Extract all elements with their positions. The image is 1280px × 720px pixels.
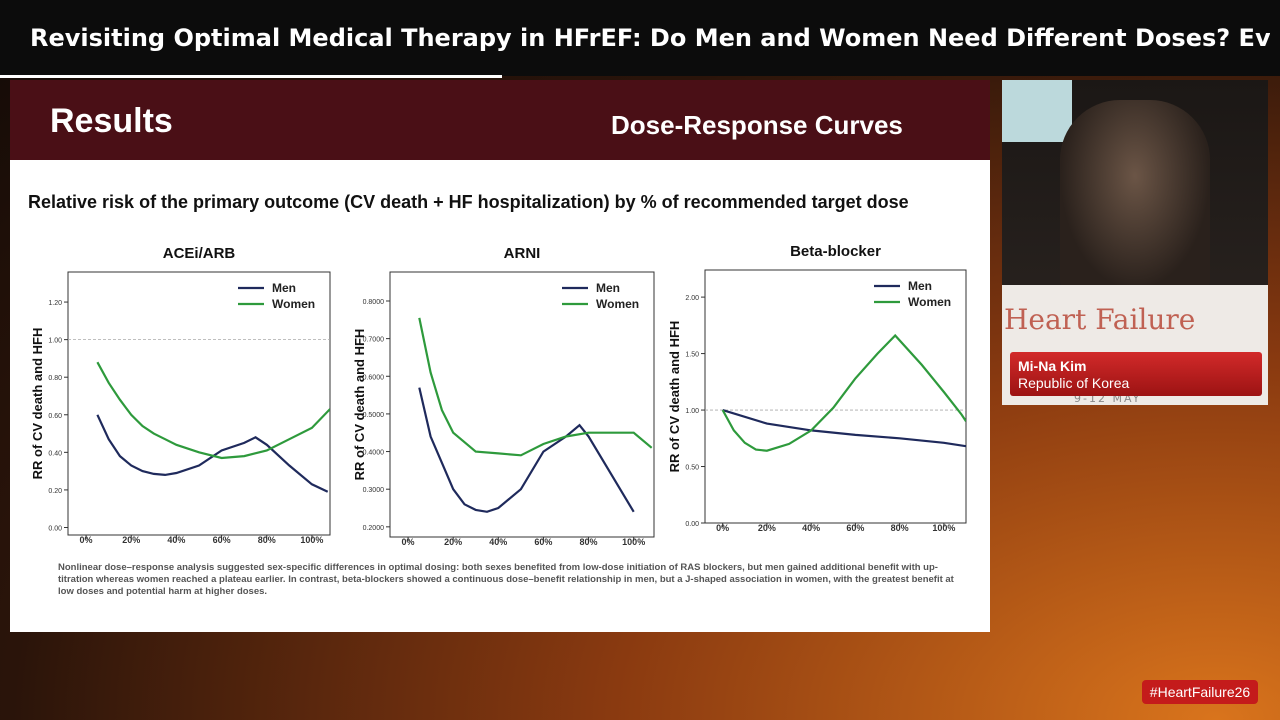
x-tick-label: 80% (580, 537, 598, 547)
y-tick-label: 2.00 (685, 295, 699, 302)
y-tick-label: 0.50 (685, 465, 699, 472)
legend-label: Women (272, 297, 315, 311)
series-line (418, 317, 653, 457)
plot-area (704, 269, 967, 524)
series-line (96, 414, 329, 493)
y-tick-label: 1.00 (685, 408, 699, 415)
y-axis-label: RR of CV death and HFH (352, 329, 367, 481)
legend-label: Women (596, 297, 639, 311)
y-axis-label: RR of CV death and HFH (30, 328, 45, 480)
y-tick-label: 1.20 (48, 300, 62, 307)
x-tick-label: 100% (622, 537, 645, 547)
x-tick-label: 40% (167, 535, 185, 545)
chart-title: Beta-blocker (790, 243, 881, 260)
x-tick-label: 80% (258, 535, 276, 545)
y-tick-label: 0.7000 (363, 337, 385, 344)
y-tick-label: 0.00 (685, 521, 699, 528)
slide-footnote: Nonlinear dose–response analysis suggest… (58, 562, 954, 597)
y-tick-label: 0.4000 (363, 450, 385, 457)
x-tick-label: 60% (213, 535, 231, 545)
x-tick-label: 0% (716, 523, 729, 533)
x-tick-label: 100% (300, 535, 323, 545)
chart-title: ACEi/ARB (163, 245, 236, 262)
speaker-label: Mi-Na Kim Republic of Korea (1010, 352, 1262, 396)
legend-label: Men (908, 279, 932, 293)
y-tick-label: 0.00 (48, 525, 62, 532)
x-tick-label: 100% (932, 523, 955, 533)
y-tick-label: 0.20 (48, 488, 62, 495)
slide-heading: Results (50, 102, 173, 140)
y-tick-label: 0.5000 (363, 412, 385, 419)
speaker-affiliation: Republic of Korea (1018, 375, 1130, 391)
y-tick-label: 0.2000 (363, 525, 385, 532)
y-tick-label: 0.3000 (363, 487, 385, 494)
y-tick-label: 1.50 (685, 352, 699, 359)
event-brand: Heart Failure (1004, 303, 1196, 336)
plot-area (67, 271, 331, 536)
y-tick-label: 0.80 (48, 375, 62, 382)
slide-subheading: Dose-Response Curves (611, 110, 903, 140)
slide-header (10, 80, 990, 160)
y-tick-label: 0.8000 (363, 299, 385, 306)
progress-bar (0, 75, 502, 78)
x-tick-label: 80% (891, 523, 909, 533)
x-tick-label: 40% (802, 523, 820, 533)
hashtag: #HeartFailure26 (1142, 680, 1258, 704)
series-line (96, 361, 330, 460)
speaker-name: Mi-Na Kim (1018, 358, 1087, 374)
y-tick-label: 0.6000 (363, 374, 385, 381)
series-line (722, 409, 966, 448)
legend-label: Men (272, 281, 296, 295)
stream-title: Revisiting Optimal Medical Therapy in HF… (30, 24, 1270, 52)
legend-label: Men (596, 281, 620, 295)
x-tick-label: 60% (846, 523, 864, 533)
y-tick-label: 0.60 (48, 413, 62, 420)
x-tick-label: 20% (758, 523, 776, 533)
plot-area (389, 271, 655, 538)
slide-caption: Relative risk of the primary outcome (CV… (28, 192, 909, 212)
x-tick-label: 60% (534, 537, 552, 547)
video-screen (1002, 80, 1072, 142)
chart-title: ARNI (504, 245, 541, 262)
x-tick-label: 0% (80, 535, 93, 545)
legend-label: Women (908, 295, 951, 309)
y-tick-label: 0.40 (48, 450, 62, 457)
x-tick-label: 20% (444, 537, 462, 547)
top-bar (0, 0, 1280, 76)
x-tick-label: 40% (489, 537, 507, 547)
y-tick-label: 1.00 (48, 338, 62, 345)
y-axis-label: RR of CV death and HFH (667, 321, 682, 473)
x-tick-label: 0% (402, 537, 415, 547)
series-line (721, 333, 966, 452)
speaker-figure (1060, 100, 1210, 290)
x-tick-label: 20% (122, 535, 140, 545)
